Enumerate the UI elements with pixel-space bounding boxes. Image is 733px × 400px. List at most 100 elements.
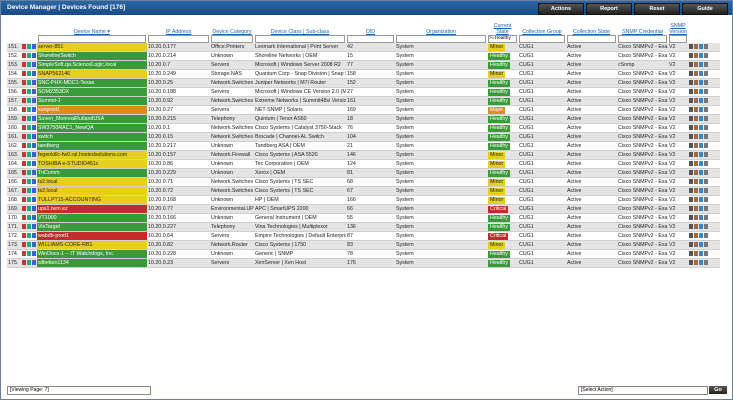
action-icon[interactable] — [699, 134, 703, 140]
icon[interactable] — [27, 206, 31, 212]
action-icon[interactable] — [699, 197, 703, 203]
icon[interactable] — [27, 242, 31, 248]
icon[interactable] — [27, 62, 31, 68]
icon[interactable] — [27, 224, 31, 230]
action-icon[interactable] — [704, 134, 708, 140]
device-name[interactable]: tandberg — [37, 141, 147, 151]
action-icon[interactable] — [694, 161, 698, 167]
action-icon[interactable] — [704, 80, 708, 86]
action-icon[interactable] — [704, 161, 708, 167]
ip-address[interactable]: 10.20.0.77 — [147, 204, 210, 214]
column-header[interactable]: SNMP Version — [669, 23, 687, 35]
action-icon[interactable] — [704, 242, 708, 248]
action-icon[interactable] — [699, 170, 703, 176]
action-icon[interactable] — [694, 170, 698, 176]
icon[interactable] — [32, 80, 36, 86]
device-name[interactable]: SNAP562146 — [37, 69, 147, 79]
icon[interactable] — [22, 98, 26, 104]
icon[interactable] — [22, 53, 26, 59]
action-icon[interactable] — [699, 260, 703, 266]
device-name[interactable]: SW3750RAC1_NewQA — [37, 123, 147, 133]
ip-address[interactable]: 10.20.0.168 — [147, 195, 210, 205]
device-name[interactable]: VT1000 — [37, 213, 147, 223]
icon[interactable] — [32, 98, 36, 104]
icon[interactable] — [32, 251, 36, 257]
icon[interactable] — [27, 107, 31, 113]
action-icon[interactable] — [694, 89, 698, 95]
device-name[interactable]: Suven_MonrealRutlandUSA — [37, 114, 147, 124]
ip-address[interactable]: 10.20.0.82 — [147, 240, 210, 250]
action-icon[interactable] — [694, 71, 698, 77]
action-icon[interactable] — [689, 215, 693, 221]
action-icon[interactable] — [689, 206, 693, 212]
filter-input[interactable] — [618, 35, 667, 43]
column-header[interactable]: IP Address — [165, 29, 192, 35]
icon[interactable] — [22, 107, 26, 113]
column-header[interactable]: SNMP Credential — [622, 29, 663, 35]
action-icon[interactable] — [699, 80, 703, 86]
action-icon[interactable] — [699, 89, 703, 95]
action-icon[interactable] — [699, 98, 703, 104]
action-icon[interactable] — [689, 260, 693, 266]
action-icon[interactable] — [694, 260, 698, 266]
action-icon[interactable] — [689, 251, 693, 257]
device-name[interactable]: wabdb-prod1 — [37, 231, 147, 241]
icon[interactable] — [27, 116, 31, 122]
icon[interactable] — [27, 152, 31, 158]
action-icon[interactable] — [694, 134, 698, 140]
column-header[interactable]: DID — [365, 29, 376, 35]
icon[interactable] — [22, 188, 26, 194]
ip-address[interactable]: 10.20.0.1 — [147, 123, 210, 133]
action-icon[interactable] — [694, 80, 698, 86]
action-icon[interactable] — [699, 215, 703, 221]
action-icon[interactable] — [689, 152, 693, 158]
device-name[interactable]: wlbetion1134 — [37, 258, 147, 268]
icon[interactable] — [22, 125, 26, 131]
icon[interactable] — [22, 116, 26, 122]
ip-address[interactable]: 10.20.0.23 — [147, 258, 210, 268]
filter-input[interactable] — [669, 35, 687, 43]
action-icon[interactable] — [704, 116, 708, 122]
icon[interactable] — [27, 170, 31, 176]
filter-input[interactable] — [148, 35, 209, 43]
action-icon[interactable] — [704, 197, 708, 203]
action-icon[interactable] — [694, 125, 698, 131]
action-icon[interactable] — [699, 206, 703, 212]
action-icon[interactable] — [699, 152, 703, 158]
action-icon[interactable] — [694, 188, 698, 194]
action-icon[interactable] — [704, 107, 708, 113]
icon[interactable] — [22, 161, 26, 167]
action-icon[interactable] — [704, 206, 708, 212]
icon[interactable] — [22, 260, 26, 266]
icon[interactable] — [32, 215, 36, 221]
action-icon[interactable] — [704, 233, 708, 239]
icon[interactable] — [32, 134, 36, 140]
action-select[interactable]: [Select Action] — [578, 386, 708, 395]
action-icon[interactable] — [704, 179, 708, 185]
device-name[interactable]: SOM2353DX — [37, 87, 147, 97]
action-icon[interactable] — [689, 98, 693, 104]
action-icon[interactable] — [694, 242, 698, 248]
action-icon[interactable] — [699, 44, 703, 50]
action-icon[interactable] — [689, 233, 693, 239]
icon[interactable] — [27, 215, 31, 221]
page-select[interactable]: [Viewing Page: 7] — [7, 386, 151, 395]
action-icon[interactable] — [694, 215, 698, 221]
icon[interactable] — [32, 179, 36, 185]
icon[interactable] — [27, 98, 31, 104]
device-name[interactable]: TULLPT15-ACCOUNTING — [37, 195, 147, 205]
action-icon[interactable] — [689, 71, 693, 77]
action-icon[interactable] — [694, 44, 698, 50]
action-icon[interactable] — [689, 188, 693, 194]
ip-address[interactable]: 10.20.0.72 — [147, 186, 210, 196]
action-icon[interactable] — [694, 116, 698, 122]
action-icon[interactable] — [694, 251, 698, 257]
action-icon[interactable] — [704, 152, 708, 158]
action-icon[interactable] — [699, 62, 703, 68]
icon[interactable] — [32, 260, 36, 266]
icon[interactable] — [22, 215, 26, 221]
ip-address[interactable]: 10.20.0.249 — [147, 69, 210, 79]
icon[interactable] — [32, 242, 36, 248]
icon[interactable] — [22, 89, 26, 95]
action-icon[interactable] — [699, 71, 703, 77]
